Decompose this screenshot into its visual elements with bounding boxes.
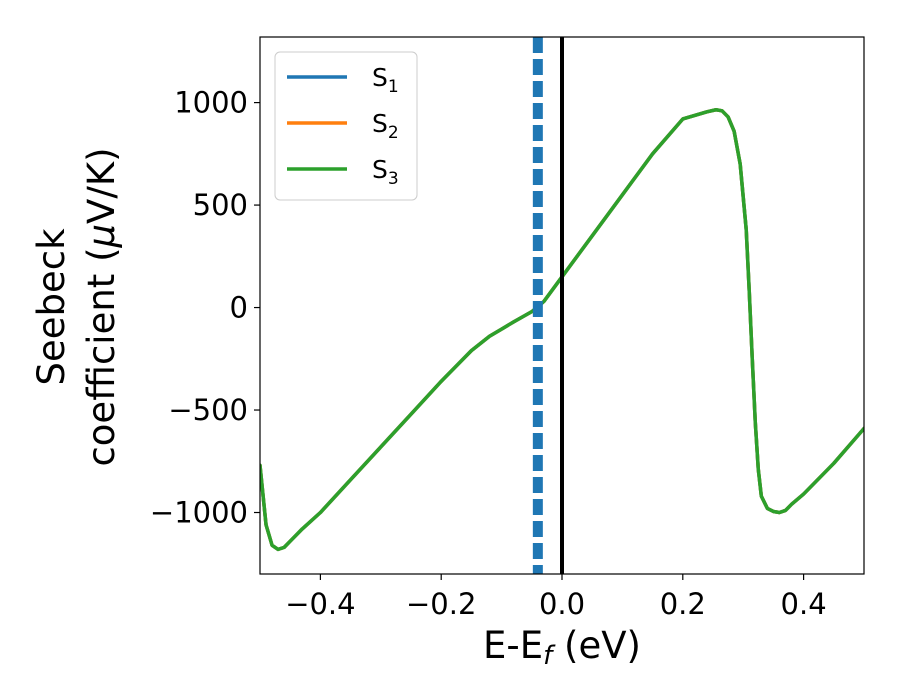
y-tick-label: 1000 [174, 86, 248, 120]
x-tick-label: 0.4 [781, 587, 827, 621]
y-axis-label-line1: Seebeck [30, 228, 73, 386]
legend-label-2: S2 [372, 109, 399, 143]
x-axis-label: E-Ef (eV) [483, 624, 641, 671]
y-axis-label-line2: coefficient (μV/K) [80, 147, 123, 466]
legend: S1 S2 S3 [274, 51, 418, 201]
legend-box [274, 51, 418, 201]
y-tick-label: 500 [193, 188, 248, 222]
legend-label-3: S3 [372, 155, 399, 189]
y-tick-label: 0 [230, 291, 248, 325]
x-tick-label: −0.4 [285, 587, 355, 621]
legend-label-1: S1 [372, 63, 399, 97]
x-tick-label: −0.2 [406, 587, 476, 621]
x-tick-label: 0.0 [539, 587, 585, 621]
y-tick-label: −500 [168, 393, 248, 427]
series-line-3 [260, 108, 864, 552]
x-tick-label: 0.2 [660, 587, 706, 621]
y-tick-label: −1000 [150, 496, 248, 530]
